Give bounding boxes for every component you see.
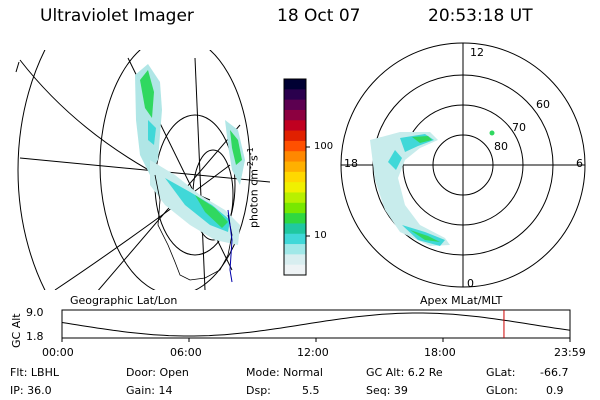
dsp-value: 5.5 [302, 384, 320, 397]
lat-label-60: 60 [536, 98, 550, 111]
left-panel-caption: Geographic Lat/Lon [70, 294, 178, 307]
colorbar-cell [284, 171, 306, 183]
colorbar-cell [284, 109, 306, 121]
mlt-label-6: 6 [576, 157, 583, 170]
glon-label: GLon: [486, 384, 518, 397]
filter-info: Flt: LBHL [10, 366, 59, 379]
timeline-tick-1: 06:00 [170, 346, 202, 359]
colorbar-cell [284, 223, 306, 235]
timeline-y-low: 1.8 [26, 330, 44, 343]
colorbar-cell [284, 202, 306, 214]
colorbar-cell [284, 140, 306, 152]
gain-info: Gain: 14 [126, 384, 173, 397]
lat-ring-1 [99, 50, 251, 290]
ip-info: IP: 36.0 [10, 384, 52, 397]
header-time: 20:53:18 UT [428, 6, 533, 26]
timeline-y-high: 9.0 [26, 306, 44, 319]
colorbar-cell [284, 151, 306, 163]
mlt-label-18: 18 [344, 157, 358, 170]
lat-label-80: 80 [494, 140, 508, 153]
gc-alt-info: GC Alt: 6.2 Re [366, 366, 443, 379]
colorbar-cell [284, 161, 306, 173]
colorbar-tick-low: 10 [314, 230, 327, 241]
colorbar-cell [284, 79, 306, 90]
lat-ring-outer [17, 50, 46, 290]
colorbar-cell [284, 89, 306, 101]
timeline-ylabel: GC Alt [10, 313, 23, 348]
lat-label-70: 70 [512, 121, 526, 134]
header-date: 18 Oct 07 [277, 6, 361, 26]
coastline [154, 174, 233, 281]
colorbar-cell [284, 182, 306, 193]
dsp-label: Dsp: [246, 384, 271, 397]
mode-info: Mode: Normal [246, 366, 323, 379]
colorbar-label: photon cm-2s-1 [246, 147, 261, 228]
colorbar-cell [284, 120, 306, 132]
altitude-curve [61, 312, 571, 337]
app-title: Ultraviolet Imager [40, 6, 194, 26]
right-panel-caption: Apex MLat/MLT [420, 294, 503, 307]
door-info: Door: Open [126, 366, 189, 379]
color-scale-bar [283, 78, 310, 276]
glon-value: 0.9 [546, 384, 564, 397]
colorbar-tick-high: 100 [314, 141, 334, 152]
colorbar-cell [284, 233, 306, 245]
colorbar-cell [284, 130, 306, 142]
colorbar-cell [284, 264, 306, 276]
colorbar-cell [284, 192, 306, 204]
mlt-label-12: 12 [470, 46, 484, 59]
mlt-label-0: 0 [467, 277, 474, 290]
aurora-polar [370, 130, 495, 246]
altitude-timeline [61, 309, 571, 342]
colorbar-cell [284, 244, 306, 255]
colorbar-cell [284, 213, 306, 224]
colorbar-cell [284, 254, 306, 266]
timeline-tick-3: 18:00 [424, 346, 456, 359]
colorbar-cell [284, 99, 306, 111]
timeline-tick-0: 00:00 [42, 346, 74, 359]
glat-label: GLat: [486, 366, 516, 379]
glat-value: -66.7 [540, 366, 569, 379]
aurora-left-upper [135, 64, 162, 175]
timeline-tick-4: 23:59 [554, 346, 586, 359]
seq-info: Seq: 39 [366, 384, 408, 397]
timeline-tick-2: 12:00 [297, 346, 329, 359]
